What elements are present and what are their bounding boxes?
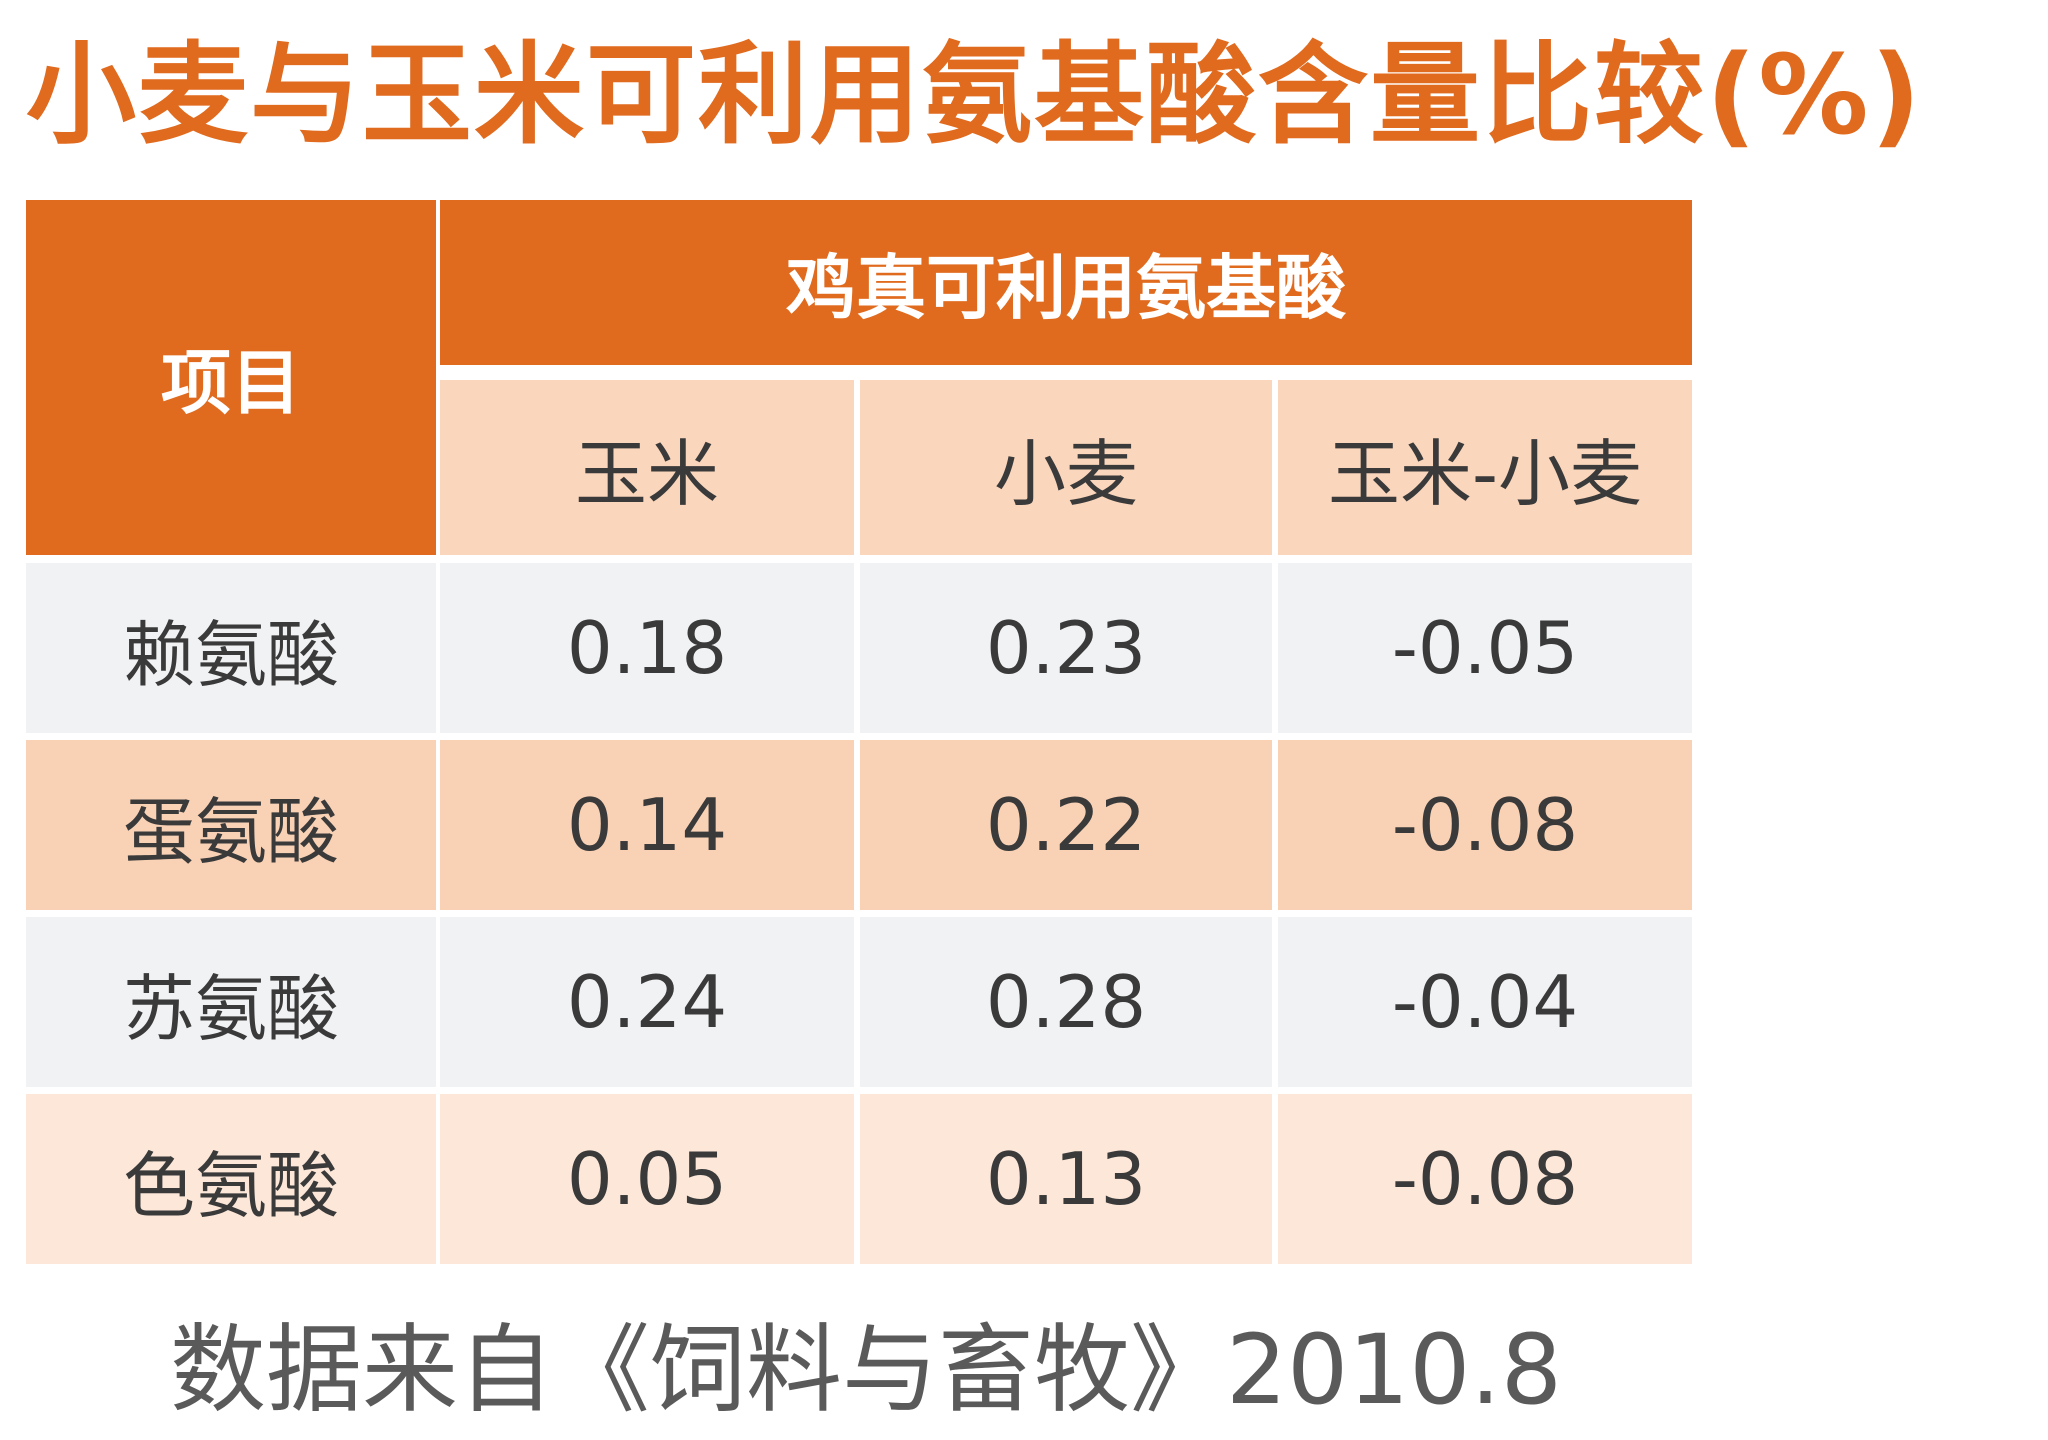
table-cell-value: -0.04 [1278,917,1692,1087]
group-header-cell: 鸡真可利用氨基酸 [440,200,1692,365]
table-cell-value: -0.05 [1278,563,1692,733]
column-header-1: 玉米 [440,380,854,555]
table-cell-value: -0.08 [1278,740,1692,910]
column-header-2: 小麦 [860,380,1272,555]
row-label: 色氨酸 [26,1094,436,1264]
table-cell-value: 0.23 [860,563,1272,733]
table-cell-value: 0.28 [860,917,1272,1087]
row-label: 赖氨酸 [26,563,436,733]
table-cell-value: 0.24 [440,917,854,1087]
table-cell-value: 0.14 [440,740,854,910]
source-note: 数据来自《饲料与畜牧》2010.8 [170,1314,1562,1426]
table-cell-value: 0.22 [860,740,1272,910]
column-header-3: 玉米-小麦 [1278,380,1692,555]
table-cell-value: 0.13 [860,1094,1272,1264]
table-title: 小麦与玉米可利用氨基酸含量比较(%) [26,31,1923,159]
table-cell-value: 0.05 [440,1094,854,1264]
table-cell-value: -0.08 [1278,1094,1692,1264]
row-label: 苏氨酸 [26,917,436,1087]
table-cell-value: 0.18 [440,563,854,733]
row-header-cell: 项目 [26,200,436,555]
row-label: 蛋氨酸 [26,740,436,910]
